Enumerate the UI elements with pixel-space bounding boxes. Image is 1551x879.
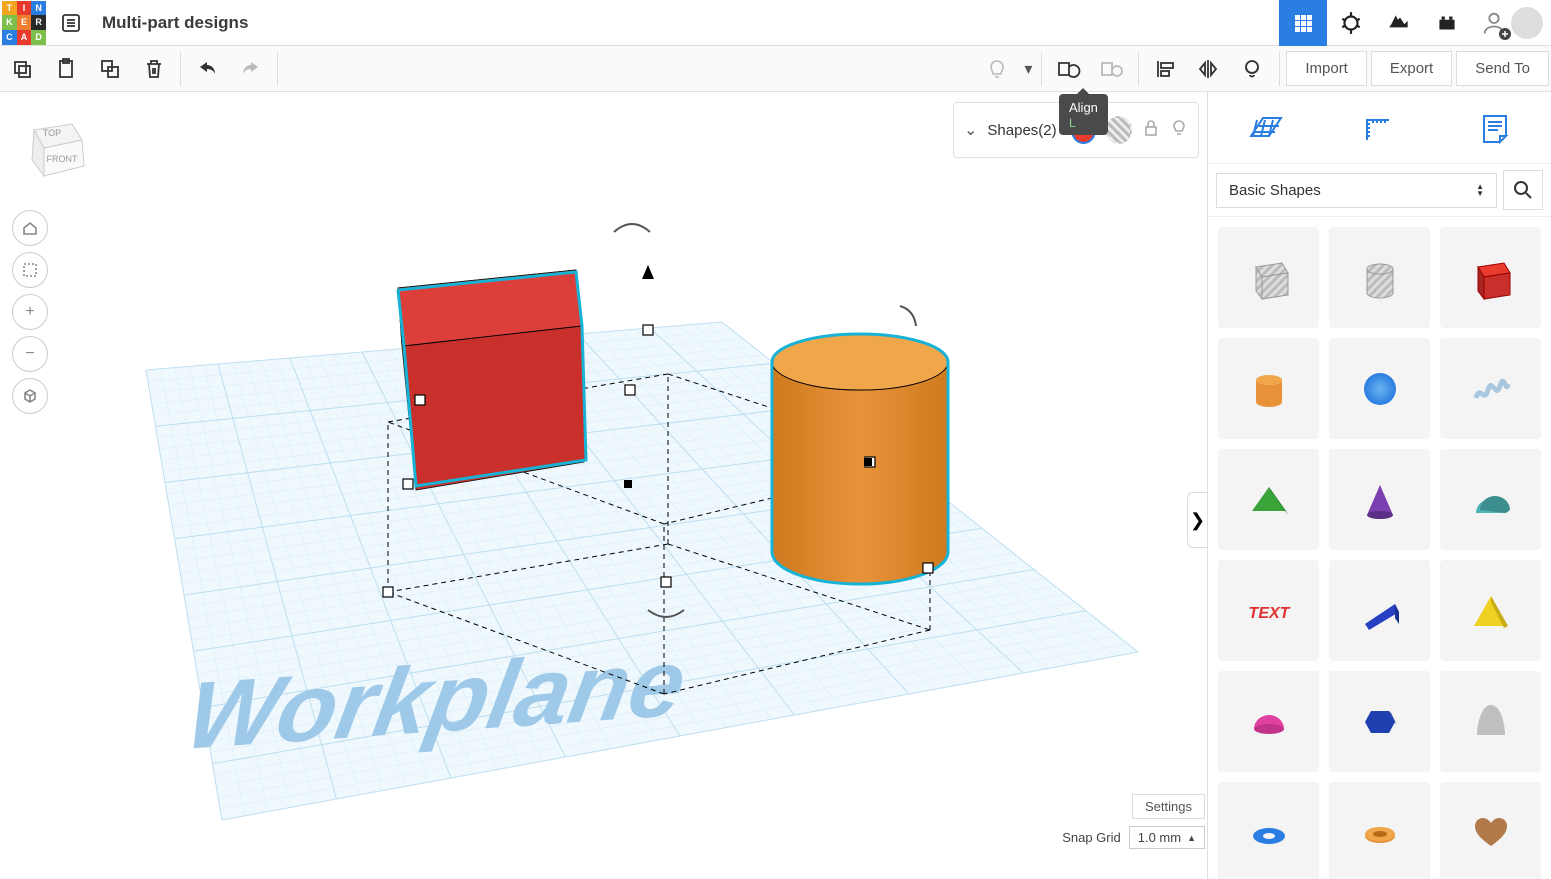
svg-text:FRONT: FRONT	[47, 154, 78, 164]
shape-category-select[interactable]: Basic Shapes ▲▼	[1216, 173, 1497, 208]
header-right	[1279, 0, 1551, 45]
shape-sphere[interactable]	[1329, 338, 1430, 439]
project-title[interactable]: Multi-part designs	[102, 13, 248, 33]
shape-cone[interactable]	[1329, 449, 1430, 550]
snap-grid-select[interactable]: 1.0 mm▲	[1129, 826, 1205, 849]
ruler-tool[interactable]	[1354, 103, 1404, 153]
ortho-toggle-button[interactable]	[12, 378, 48, 414]
shape-panel: Basic Shapes ▲▼ TEXT	[1207, 92, 1551, 879]
inspector-collapse[interactable]: ⌄	[964, 120, 977, 140]
group-button[interactable]	[1046, 47, 1090, 91]
shape-hexagon[interactable]	[1329, 671, 1430, 772]
invite-user-button[interactable]	[1479, 8, 1509, 38]
home-view-button[interactable]	[12, 210, 48, 246]
view-controls: + −	[12, 210, 48, 414]
design-list-button[interactable]	[52, 4, 90, 42]
paste-button[interactable]	[44, 47, 88, 91]
notes-tool[interactable]	[1469, 103, 1519, 153]
shape-text[interactable]: TEXT	[1218, 560, 1319, 661]
shape-paraboloid[interactable]	[1440, 671, 1541, 772]
viewcube[interactable]: TOP FRONT	[14, 110, 92, 188]
toolbar: ▾ Import Export Send To	[0, 46, 1551, 92]
tooltip-title: Align	[1069, 100, 1098, 116]
import-button[interactable]: Import	[1286, 51, 1367, 86]
shape-wedge[interactable]	[1329, 560, 1430, 661]
inspector-label: Shapes(2)	[987, 122, 1060, 139]
edit-grid-button[interactable]: Settings	[1132, 794, 1205, 819]
snap-grid-control: Snap Grid 1.0 mm▲	[1062, 826, 1205, 849]
mirror-button[interactable]	[1187, 47, 1231, 91]
shape-roof[interactable]	[1218, 449, 1319, 550]
shape-pyramid[interactable]	[1440, 560, 1541, 661]
app-tab-circuits[interactable]	[1327, 0, 1375, 46]
redo-button[interactable]	[229, 47, 273, 91]
user-avatar[interactable]	[1511, 7, 1543, 39]
zoom-in-button[interactable]: +	[12, 294, 48, 330]
shape-cylinder[interactable]	[1218, 338, 1319, 439]
tooltip-shortcut: L	[1069, 116, 1098, 131]
lock-icon[interactable]	[1142, 119, 1160, 142]
duplicate-button[interactable]	[88, 47, 132, 91]
zoom-out-button[interactable]: −	[12, 336, 48, 372]
canvas-3d-view[interactable]: Workplane	[0, 92, 1207, 879]
app-tab-blocks[interactable]	[1423, 0, 1471, 46]
shape-torus[interactable]	[1218, 782, 1319, 879]
align-tooltip: Align L	[1059, 94, 1108, 135]
shape-box[interactable]	[1440, 227, 1541, 328]
shape-round-roof[interactable]	[1440, 449, 1541, 550]
export-button[interactable]: Export	[1371, 51, 1452, 86]
sendto-button[interactable]: Send To	[1456, 51, 1549, 86]
visibility-dropdown[interactable]: ▾	[1019, 59, 1037, 79]
shape-cylinder-hole[interactable]	[1329, 227, 1430, 328]
tinkercad-logo[interactable]: TINKERCAD	[2, 1, 46, 45]
hole-swatch[interactable]	[1106, 116, 1132, 144]
cruise-button[interactable]	[1231, 47, 1275, 91]
shape-tube[interactable]	[1329, 782, 1430, 879]
workplane-tool[interactable]	[1240, 103, 1290, 153]
align-button[interactable]	[1143, 47, 1187, 91]
shape-box-hole[interactable]	[1218, 227, 1319, 328]
ungroup-button[interactable]	[1090, 47, 1134, 91]
shape-half-sphere[interactable]	[1218, 671, 1319, 772]
copy-button[interactable]	[0, 47, 44, 91]
svg-text:TOP: TOP	[43, 128, 61, 138]
app-tab-3d[interactable]	[1279, 0, 1327, 46]
delete-button[interactable]	[132, 47, 176, 91]
shape-search-button[interactable]	[1503, 170, 1543, 210]
shapes-library-grid: TEXT	[1208, 217, 1551, 879]
undo-button[interactable]	[185, 47, 229, 91]
panel-collapse-handle[interactable]: ❯	[1187, 492, 1207, 548]
visibility-button[interactable]	[975, 47, 1019, 91]
fit-view-button[interactable]	[12, 252, 48, 288]
lightbulb-icon[interactable]	[1170, 119, 1188, 142]
shape-heart[interactable]	[1440, 782, 1541, 879]
app-header: TINKERCAD Multi-part designs	[0, 0, 1551, 46]
svg-text:TEXT: TEXT	[1248, 605, 1290, 622]
app-tab-codeblocks[interactable]	[1375, 0, 1423, 46]
snap-grid-label: Snap Grid	[1062, 830, 1121, 845]
shape-scribble[interactable]	[1440, 338, 1541, 439]
account-group	[1471, 7, 1551, 39]
